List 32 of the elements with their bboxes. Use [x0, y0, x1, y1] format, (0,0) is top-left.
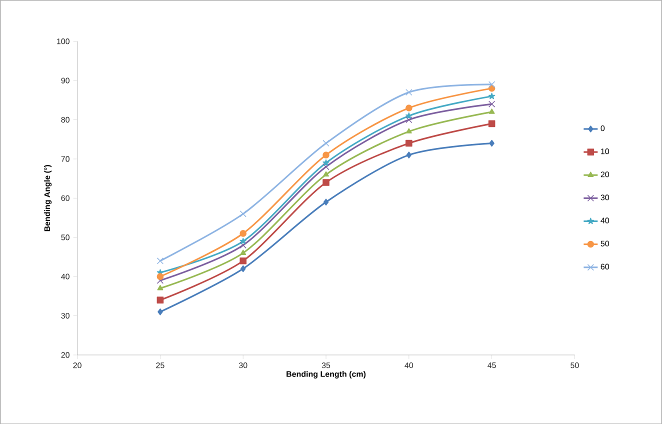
- point: [156, 273, 164, 280]
- point: [406, 112, 412, 119]
- point: [156, 257, 164, 264]
- point: [323, 171, 330, 176]
- point: [323, 198, 329, 206]
- point: [406, 104, 412, 112]
- point: [240, 265, 246, 272]
- point: [240, 250, 246, 255]
- point: [322, 140, 330, 147]
- point: [156, 296, 164, 304]
- point: [406, 152, 412, 158]
- point: [488, 108, 495, 114]
- point: [158, 308, 163, 316]
- point: [240, 230, 247, 237]
- point: [157, 284, 164, 290]
- point: [240, 257, 247, 264]
- point: [240, 210, 246, 218]
- point: [488, 92, 496, 100]
- point: [406, 128, 412, 134]
- point: [322, 163, 330, 170]
- point: [406, 140, 412, 147]
- point: [488, 120, 496, 127]
- point: [322, 178, 330, 186]
- point: [406, 116, 412, 123]
- point: [489, 140, 494, 147]
- point: [240, 238, 246, 244]
- point: [488, 100, 496, 108]
- point: [322, 152, 330, 158]
- point: [322, 159, 330, 166]
- point: [488, 80, 496, 88]
- point: [406, 88, 412, 96]
- point: [240, 242, 246, 248]
